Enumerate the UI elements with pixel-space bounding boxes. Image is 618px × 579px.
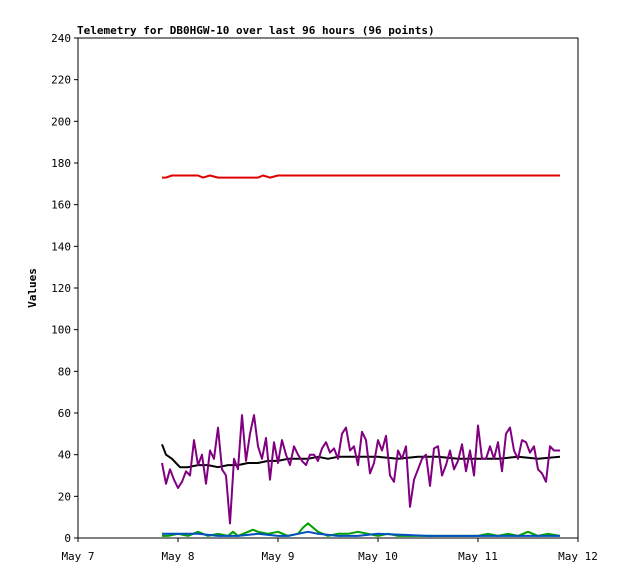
y-axis-label: Values <box>26 268 39 308</box>
chart-title: Telemetry for DB0HGW-10 over last 96 hou… <box>77 24 435 37</box>
y-tick-label: 20 <box>58 490 71 503</box>
series-line-5 <box>162 530 560 537</box>
y-tick-label: 40 <box>58 449 71 462</box>
x-axis: May 7 May 8 May 9 May 10 May 11 May 12 <box>61 538 598 563</box>
series-group <box>161 174 561 537</box>
y-tick-label: 180 <box>51 157 71 170</box>
x-tick-label: May 7 <box>61 550 94 563</box>
x-tick-label: May 9 <box>261 550 294 563</box>
x-tick-label: May 10 <box>358 550 398 563</box>
y-tick-label: 0 <box>64 532 71 545</box>
y-tick-label: 120 <box>51 282 71 295</box>
x-tick-label: May 11 <box>458 550 498 563</box>
y-tick-label: 100 <box>51 324 71 337</box>
x-tick-label: May 8 <box>161 550 194 563</box>
y-tick-label: 160 <box>51 199 71 212</box>
y-tick-label: 140 <box>51 240 71 253</box>
series-line-2 <box>161 443 561 469</box>
y-axis: 0 20 40 60 80 100 120 140 160 180 200 220 240 <box>51 32 78 545</box>
y-tick-label: 220 <box>51 74 71 87</box>
y-tick-label: 80 <box>58 365 71 378</box>
series-line-3 <box>161 414 560 525</box>
series-line-1 <box>162 174 560 179</box>
x-tick-label: May 12 <box>558 550 598 563</box>
y-tick-label: 240 <box>51 32 71 45</box>
y-tick-label: 200 <box>51 115 71 128</box>
y-tick-label: 60 <box>58 407 71 420</box>
